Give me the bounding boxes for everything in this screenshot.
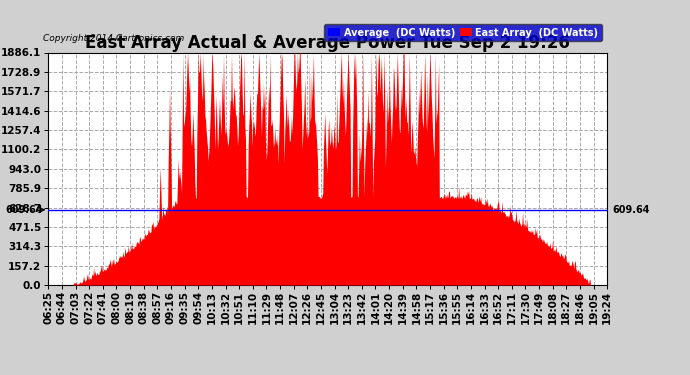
Title: East Array Actual & Average Power Tue Sep 2 19:26: East Array Actual & Average Power Tue Se… [86, 34, 570, 53]
Text: 609.64: 609.64 [6, 205, 43, 215]
Text: Copyright 2014 Cartronics.com: Copyright 2014 Cartronics.com [43, 34, 184, 43]
Text: 609.64: 609.64 [613, 205, 650, 215]
Legend: Average  (DC Watts), East Array  (DC Watts): Average (DC Watts), East Array (DC Watts… [324, 24, 602, 41]
